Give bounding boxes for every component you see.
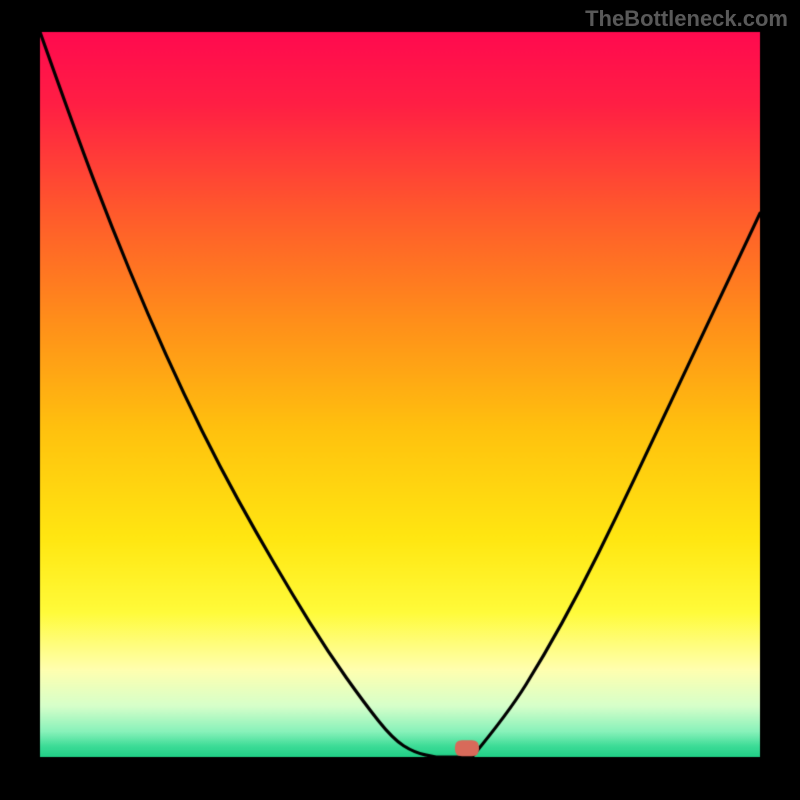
chart-container: TheBottleneck.com xyxy=(0,0,800,800)
bottleneck-chart-canvas xyxy=(0,0,800,800)
watermark-label: TheBottleneck.com xyxy=(585,6,788,32)
